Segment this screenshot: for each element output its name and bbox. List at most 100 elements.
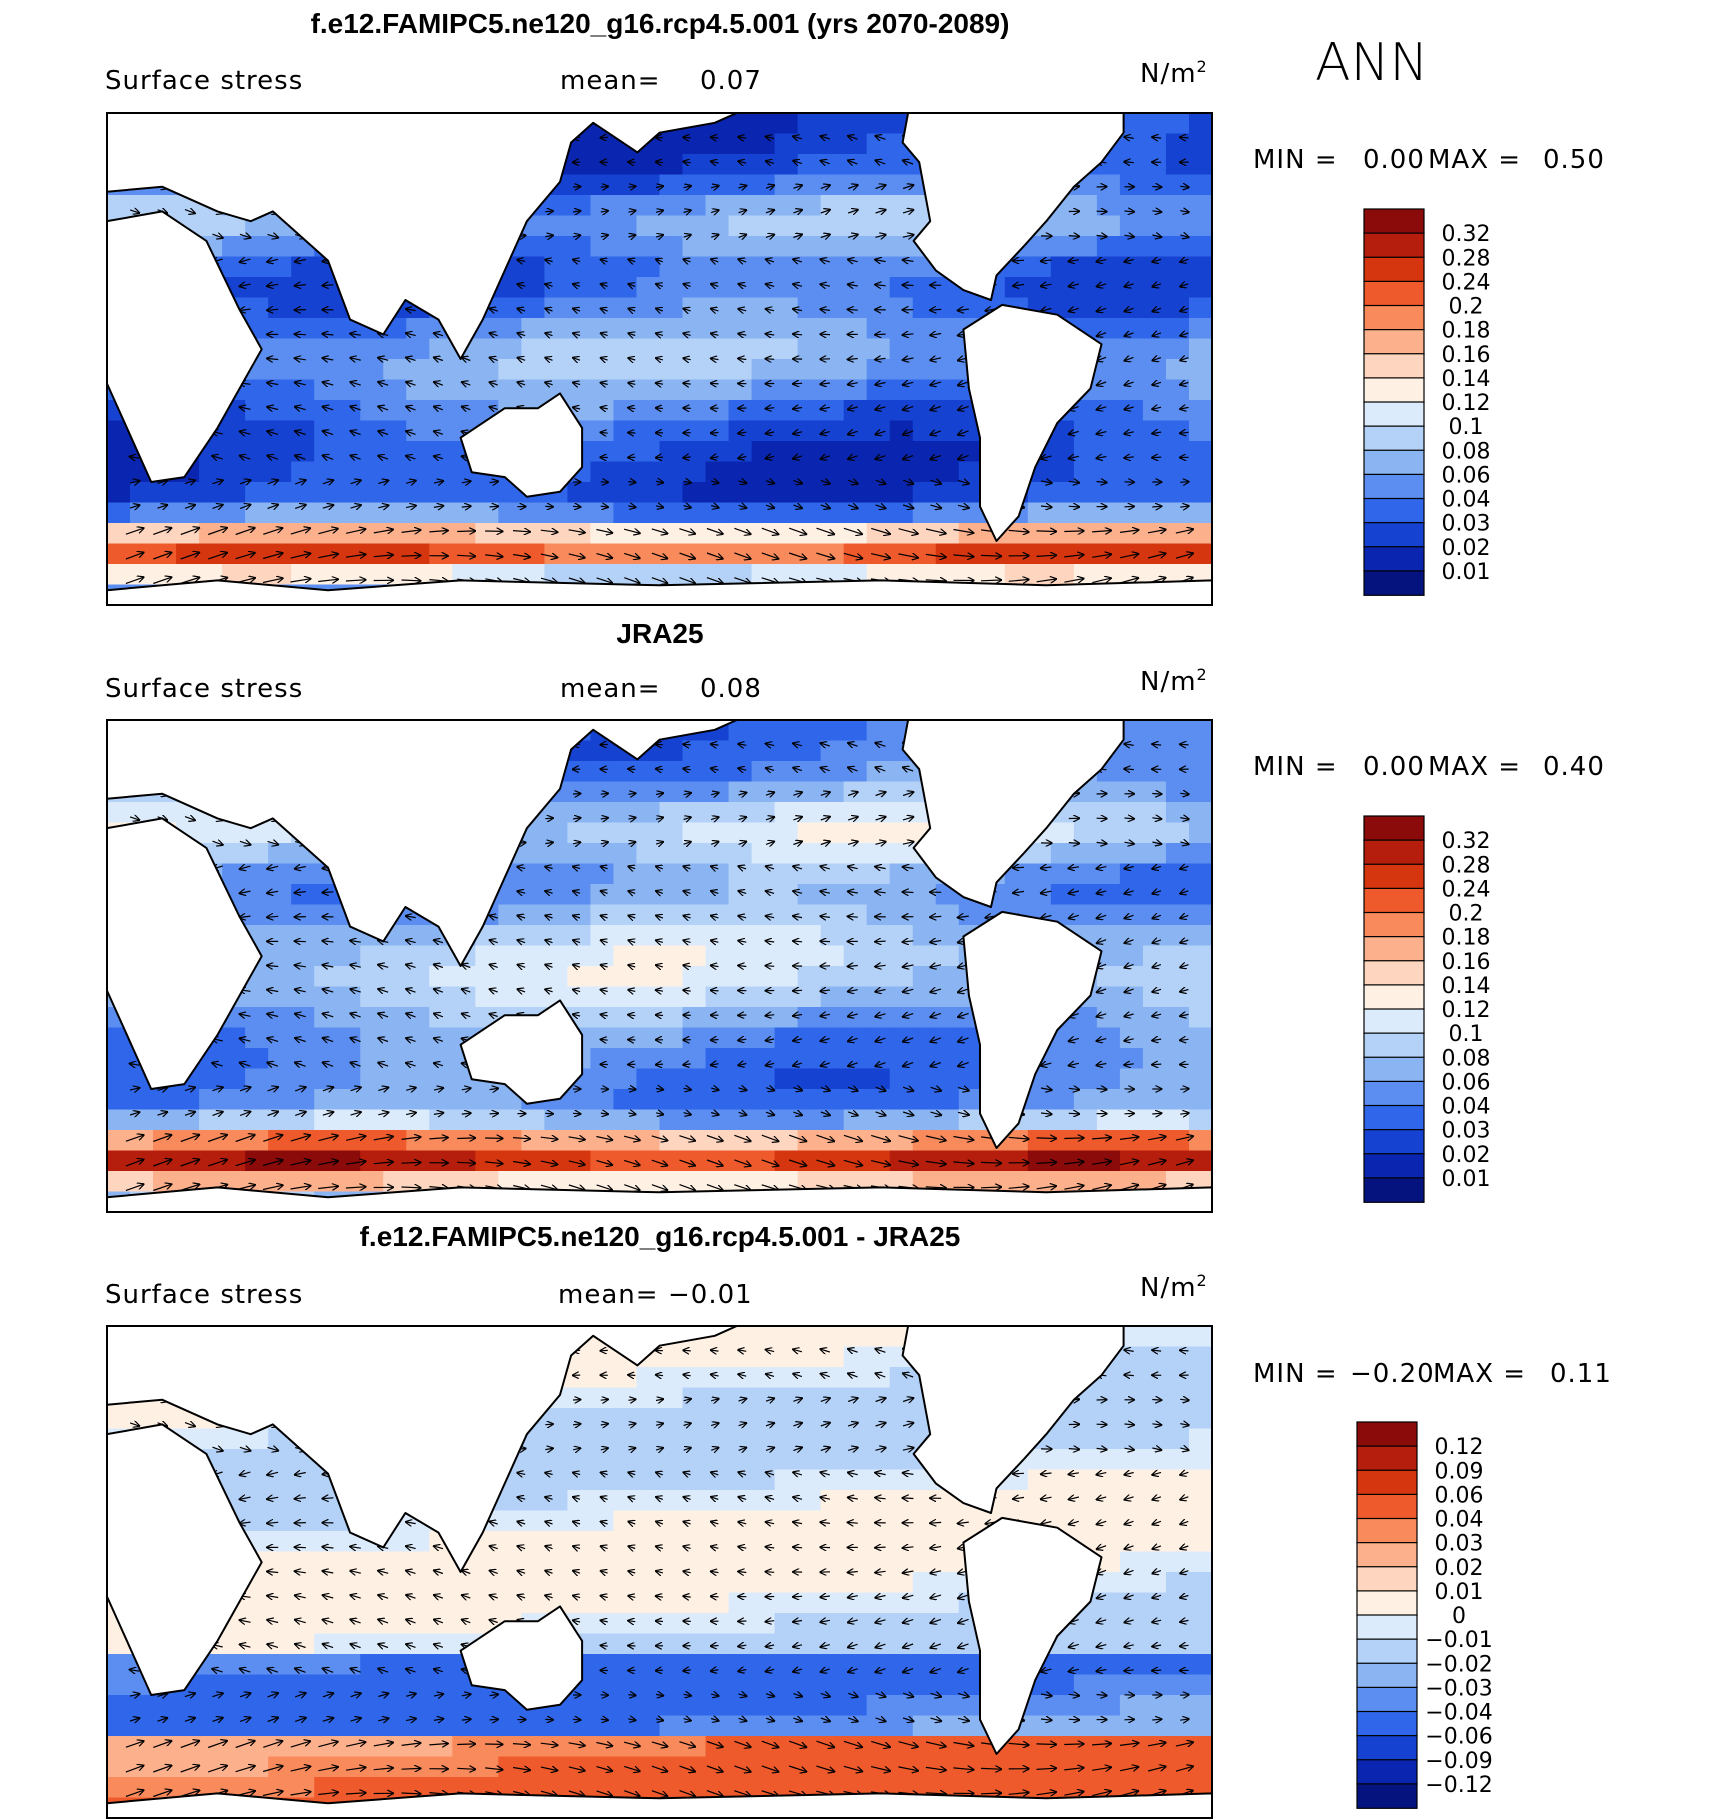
field-cell [176, 1130, 200, 1152]
colorbar-swatch [1363, 1032, 1425, 1059]
wind-vector [821, 309, 830, 310]
field-cell [498, 1531, 522, 1553]
field-cell [1165, 400, 1190, 422]
field-cell [1050, 502, 1075, 524]
field-cell [567, 1695, 592, 1717]
wind-vector [1153, 382, 1162, 385]
wind-vector [1125, 333, 1134, 336]
panel-2-max-value: 0.40 [1543, 752, 1605, 782]
field-cell [774, 502, 799, 524]
field-cell [843, 154, 868, 176]
panel-1-variable-label: Surface stress [105, 66, 303, 96]
wind-vector [600, 211, 608, 212]
field-cell [245, 1150, 269, 1172]
field-cell [199, 1150, 223, 1172]
field-cell [590, 1654, 615, 1676]
field-cell [1188, 1068, 1212, 1090]
field-cell [590, 1367, 615, 1389]
field-cell [1096, 523, 1121, 545]
field-cell [130, 1736, 154, 1758]
field-cell [705, 1007, 730, 1029]
field-cell [958, 502, 983, 524]
field-cell [590, 945, 615, 967]
field-cell [1142, 277, 1167, 299]
field-cell [337, 543, 361, 565]
field-cell [590, 1428, 615, 1450]
field-cell [636, 802, 661, 824]
field-cell [912, 925, 937, 947]
field-cell [567, 523, 592, 545]
field-cell [866, 441, 891, 463]
field-cell [912, 1531, 937, 1553]
wind-vector [406, 456, 416, 459]
field-cell [498, 359, 522, 381]
field-cell [889, 174, 914, 196]
field-cell [751, 441, 776, 463]
field-cell [728, 461, 753, 483]
field-cell [636, 1007, 661, 1029]
wind-vector [1152, 506, 1161, 507]
field-cell [590, 1572, 615, 1594]
field-cell [1119, 740, 1144, 762]
field-cell [1119, 1654, 1144, 1676]
wind-vector [875, 260, 886, 262]
field-cell [107, 1048, 131, 1070]
field-cell [1142, 359, 1167, 381]
field-cell [1096, 338, 1121, 360]
field-cell [912, 1150, 937, 1172]
field-cell [475, 359, 499, 381]
field-cell [1027, 1109, 1052, 1131]
field-cell [705, 154, 730, 176]
field-cell [797, 523, 822, 545]
field-cell [383, 379, 407, 401]
field-cell [935, 1715, 960, 1737]
field-cell [613, 441, 638, 463]
field-cell [544, 236, 569, 258]
field-cell [222, 1736, 246, 1758]
field-cell [751, 945, 776, 967]
field-cell [820, 802, 845, 824]
field-cell [1027, 523, 1052, 545]
wind-vector [903, 160, 914, 164]
field-cell [797, 154, 822, 176]
field-cell [751, 174, 776, 196]
field-cell [889, 904, 914, 926]
field-cell [866, 1633, 891, 1655]
field-cell [1073, 482, 1098, 504]
wind-vector [545, 382, 553, 384]
field-cell [636, 822, 661, 844]
field-cell [728, 1449, 753, 1471]
field-cell [636, 1027, 661, 1049]
field-cell [1165, 843, 1190, 865]
field-cell [728, 256, 753, 278]
wind-vector [573, 309, 581, 311]
field-cell [498, 338, 522, 360]
field-cell [1188, 482, 1212, 504]
field-cell [889, 1736, 914, 1758]
colorbar-tick-label: 0.03 [1442, 1119, 1491, 1144]
field-cell [1165, 1715, 1190, 1737]
field-cell [751, 761, 776, 783]
colorbar-swatch [1363, 377, 1425, 403]
field-cell [820, 1027, 845, 1049]
field-cell [935, 1048, 960, 1070]
field-cell [843, 1449, 868, 1471]
field-cell [613, 1469, 638, 1491]
field-cell [429, 966, 453, 988]
field-cell [682, 966, 707, 988]
field-cell [613, 884, 638, 906]
field-cell [774, 843, 799, 865]
wind-vector [184, 210, 195, 214]
field-cell [1119, 277, 1144, 299]
field-cell [843, 195, 868, 217]
field-cell [268, 1490, 292, 1512]
field-cell [1004, 884, 1029, 906]
field-cell [1119, 1695, 1144, 1717]
field-cell [360, 461, 384, 483]
field-cell [912, 986, 937, 1008]
field-cell [1188, 843, 1212, 865]
field-cell [820, 1367, 845, 1389]
wind-vector [683, 481, 691, 482]
wind-vector [875, 334, 886, 335]
field-cell [1096, 564, 1121, 586]
